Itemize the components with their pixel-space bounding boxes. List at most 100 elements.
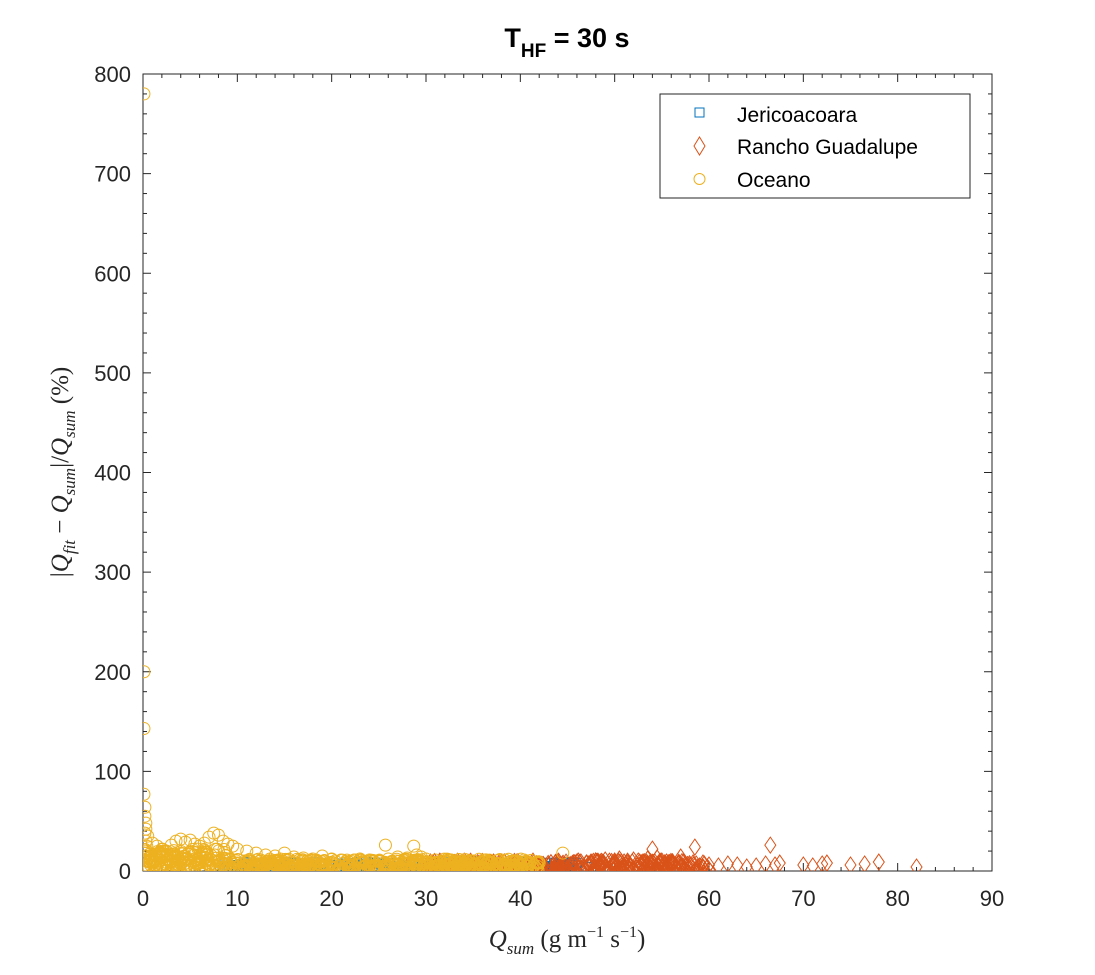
data-point xyxy=(640,861,653,871)
data-point xyxy=(264,857,278,871)
data-point xyxy=(647,858,660,871)
data-point xyxy=(662,854,675,871)
data-point xyxy=(623,857,636,871)
data-point xyxy=(168,848,182,862)
data-point xyxy=(282,852,296,866)
data-point xyxy=(672,854,685,871)
legend: Jericoacoara Rancho Guadalupe Oceano xyxy=(659,93,971,199)
data-point xyxy=(750,857,763,871)
data-point xyxy=(363,856,377,870)
data-point xyxy=(143,665,151,679)
data-point xyxy=(397,852,411,866)
data-point xyxy=(566,854,579,871)
data-point xyxy=(208,842,222,856)
data-point xyxy=(341,858,355,871)
data-point xyxy=(230,842,244,856)
data-point xyxy=(365,862,379,871)
data-point xyxy=(702,860,716,871)
data-point xyxy=(567,861,580,871)
data-point xyxy=(285,862,299,871)
data-point xyxy=(228,853,242,867)
data-point xyxy=(389,862,403,871)
data-point xyxy=(637,854,650,871)
data-point xyxy=(143,722,151,736)
data-point xyxy=(480,856,494,870)
data-point xyxy=(271,853,285,867)
data-point xyxy=(806,857,819,871)
y-tick-label: 400 xyxy=(94,461,131,486)
y-axis-label-text: |Qfit − Qsum|/Qsum (%) xyxy=(47,367,79,577)
x-tick-label: 30 xyxy=(414,886,438,911)
data-point xyxy=(263,862,277,871)
data-point xyxy=(420,855,434,869)
data-point xyxy=(324,856,338,870)
chart-title-subscript: HF xyxy=(521,41,546,62)
y-tick-label: 300 xyxy=(94,560,131,585)
data-point xyxy=(243,860,257,871)
chart-title-rest: = 30 s xyxy=(546,23,629,53)
data-point xyxy=(378,856,392,870)
legend-label-oceano: Oceano xyxy=(737,169,811,192)
y-tick-label: 500 xyxy=(94,361,131,386)
data-point xyxy=(689,862,702,871)
data-point xyxy=(556,846,570,860)
data-point xyxy=(200,845,214,859)
data-point xyxy=(143,800,152,814)
data-point xyxy=(390,852,404,866)
data-point xyxy=(611,861,625,871)
data-point xyxy=(477,853,491,867)
data-points xyxy=(143,87,923,871)
data-point xyxy=(623,859,636,871)
data-point xyxy=(195,861,209,871)
data-point xyxy=(688,838,701,856)
data-point xyxy=(451,859,465,871)
y-axis-label: |Qfit − Qsum|/Qsum (%) xyxy=(47,367,79,577)
data-point xyxy=(227,860,241,871)
data-point xyxy=(592,857,605,871)
data-point xyxy=(143,826,152,840)
data-point xyxy=(740,858,753,871)
y-tick-label: 800 xyxy=(94,62,131,87)
legend-marker-rancho-guadalupe xyxy=(693,136,706,156)
data-point xyxy=(305,854,319,868)
data-point xyxy=(457,857,471,871)
x-tick-label: 40 xyxy=(508,886,532,911)
data-point xyxy=(153,846,167,860)
data-point xyxy=(295,854,309,868)
legend-marker-jericoacoara xyxy=(694,107,705,118)
data-point xyxy=(417,863,431,871)
data-point xyxy=(143,87,151,101)
data-point xyxy=(407,839,421,853)
data-point xyxy=(433,854,447,868)
data-point xyxy=(319,859,333,871)
data-point xyxy=(858,855,871,871)
data-point xyxy=(532,856,546,870)
data-point xyxy=(644,852,657,871)
data-point xyxy=(605,852,618,871)
data-point xyxy=(537,855,550,871)
data-point xyxy=(721,855,734,871)
data-point xyxy=(442,862,456,871)
chart-title-main: T xyxy=(504,23,521,53)
x-tick-label: 80 xyxy=(885,886,909,911)
x-tick-label: 50 xyxy=(602,886,626,911)
y-tick-label: 700 xyxy=(94,162,131,187)
data-point xyxy=(872,853,885,871)
data-point xyxy=(175,851,189,865)
data-point xyxy=(910,858,923,871)
data-point xyxy=(797,856,810,871)
data-point xyxy=(640,853,653,871)
data-point xyxy=(174,846,188,860)
y-tick-label: 600 xyxy=(94,261,131,286)
y-tick-label: 100 xyxy=(94,759,131,784)
data-point xyxy=(424,864,438,871)
data-point xyxy=(472,852,486,866)
y-tick-label: 0 xyxy=(119,859,131,884)
data-point xyxy=(608,853,622,871)
data-point xyxy=(411,853,425,867)
legend-box xyxy=(659,93,971,199)
data-point xyxy=(773,854,786,871)
x-axis-label-text: Qsum (g m−1 s−1) xyxy=(489,924,646,958)
x-axis-label: Qsum (g m−1 s−1) xyxy=(489,924,646,958)
